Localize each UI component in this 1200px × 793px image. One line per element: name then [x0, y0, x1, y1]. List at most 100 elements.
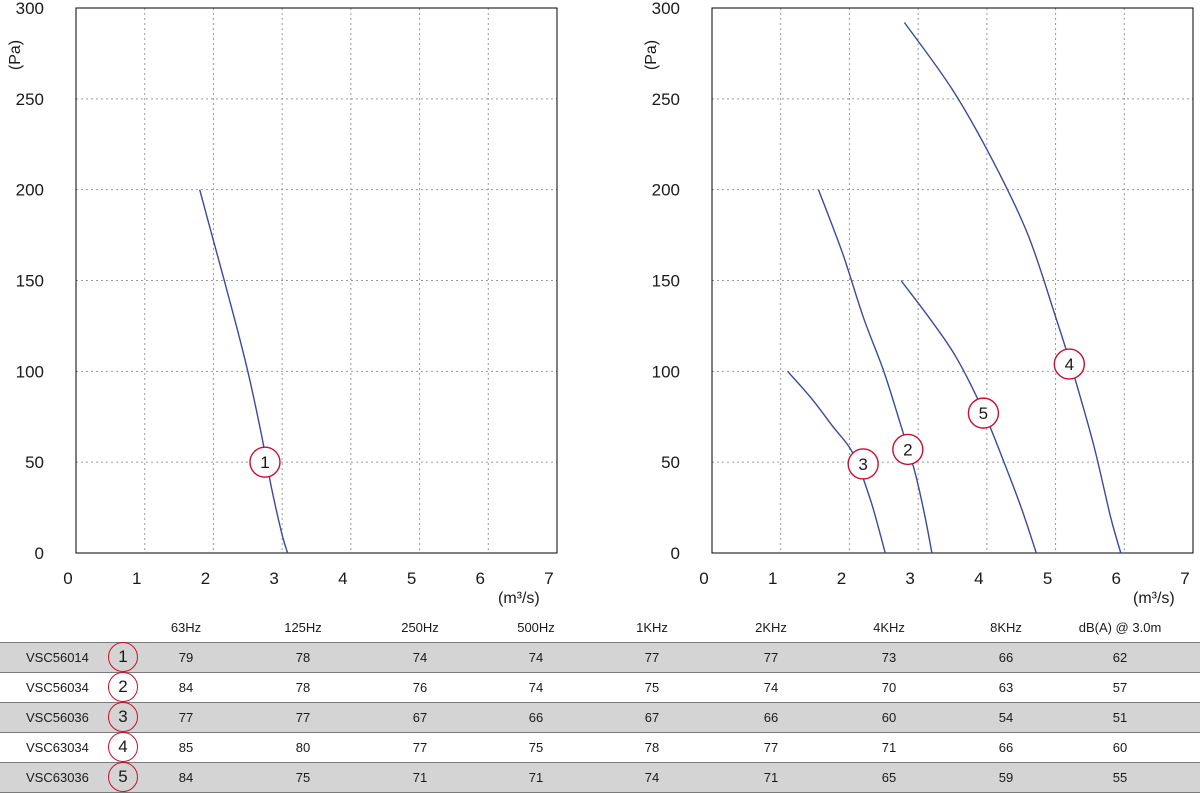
x-tick-label: 7 — [1180, 569, 1189, 588]
table-cell: 80 — [295, 740, 311, 755]
table-cell: 57 — [1112, 680, 1128, 695]
curve-number-badge: 3 — [108, 702, 138, 732]
table-cell: 75 — [528, 740, 544, 755]
table-cell: 77 — [644, 650, 660, 665]
table-cell: 78 — [295, 680, 311, 695]
y-tick-label: 250 — [652, 90, 680, 109]
column-header: 8KHz — [990, 620, 1022, 635]
curve-2 — [817, 189, 933, 554]
table-cell: 77 — [412, 740, 428, 755]
y-tick-label: 50 — [661, 453, 680, 472]
curve-marker-label: 5 — [979, 404, 988, 423]
model-name: VSC56014 — [26, 650, 89, 665]
table-cell: 59 — [998, 770, 1014, 785]
y-tick-label: 200 — [652, 181, 680, 200]
left-chart: 0 1 2 3 4 5 6 7 0 50 100 150 200 250 300 (Pa) (m³/s) 1 — [7, 0, 558, 607]
x-tick-label: 5 — [407, 569, 416, 588]
table-cell: 67 — [644, 710, 660, 725]
curve-marker-4: 4 — [1053, 348, 1086, 380]
x-tick-label: 6 — [476, 569, 485, 588]
curve-number-badge: 2 — [108, 672, 138, 702]
model-name: VSC63036 — [26, 770, 89, 785]
table-body: VSC56014 1 79 78 74 74 77 77 73 66 62 VSC56034 2 84 78… — [0, 642, 1200, 793]
model-name: VSC63034 — [26, 740, 89, 755]
y-tick-label: 0 — [671, 544, 680, 563]
curve-marker-1: 1 — [249, 446, 281, 478]
x-tick-label: 2 — [201, 569, 210, 588]
table-row: VSC63034 4 85 80 77 75 78 77 71 66 60 — [0, 732, 1200, 762]
curve-1 — [199, 189, 289, 554]
column-header: 500Hz — [517, 620, 555, 635]
x-tick-label: 3 — [905, 569, 914, 588]
y-tick-label: 150 — [652, 272, 680, 291]
column-header: 63Hz — [170, 620, 202, 635]
table-cell: 66 — [763, 710, 779, 725]
table-cell: 71 — [528, 770, 544, 785]
x-tick-label: 3 — [269, 569, 278, 588]
table-cell: 73 — [881, 650, 897, 665]
plot-frame — [711, 7, 1194, 554]
column-header: 1KHz — [636, 620, 668, 635]
table-cell: 74 — [528, 680, 544, 695]
y-axis-label: (Pa) — [7, 40, 24, 70]
column-header: 2KHz — [755, 620, 787, 635]
x-tick-label: 6 — [1112, 569, 1121, 588]
column-header: 125Hz — [284, 620, 322, 635]
x-tick-label: 1 — [768, 569, 777, 588]
table-cell: 75 — [295, 770, 311, 785]
curve-marker-label: 2 — [903, 440, 912, 459]
y-axis-label: (Pa) — [643, 40, 660, 70]
table-cell: 71 — [412, 770, 428, 785]
curve-marker-2: 2 — [892, 433, 924, 466]
x-tick-label: 0 — [699, 569, 708, 588]
table-cell: 74 — [763, 680, 779, 695]
curve-number-badge: 4 — [108, 732, 138, 762]
table-cell: 77 — [763, 650, 779, 665]
x-tick-label: 4 — [338, 569, 347, 588]
y-tick-label: 250 — [16, 90, 44, 109]
table-header: 63Hz 125Hz 250Hz 500Hz 1KHz 2KHz 4KHz 8KHz dB(A)… — [0, 612, 1200, 642]
table-cell: 74 — [644, 770, 660, 785]
x-axis-label: (m³/s) — [498, 590, 540, 607]
column-header: 4KHz — [873, 620, 905, 635]
y-tick-label: 200 — [16, 181, 44, 200]
table-row: VSC56036 3 77 77 67 66 67 66 60 54 51 — [0, 702, 1200, 732]
x-tick-label: 7 — [544, 569, 553, 588]
table-cell: 85 — [178, 740, 194, 755]
y-tick-label: 50 — [25, 453, 44, 472]
x-axis-label: (m³/s) — [1133, 590, 1175, 607]
table-cell: 71 — [881, 740, 897, 755]
y-tick-label: 100 — [652, 362, 680, 381]
table-cell: 51 — [1112, 710, 1128, 725]
table-cell: 66 — [998, 740, 1014, 755]
table-cell: 77 — [295, 710, 311, 725]
model-name: VSC56034 — [26, 680, 89, 695]
table-row: VSC56034 2 84 78 76 74 75 74 70 63 57 — [0, 672, 1200, 702]
right-chart: 0 1 2 3 4 5 6 7 0 50 100 150 200 250 300 (Pa) (m³/s) 3 2 5 4 — [643, 0, 1194, 607]
curve-number-badge: 5 — [108, 762, 138, 792]
table-cell: 55 — [1112, 770, 1128, 785]
table-row: VSC56014 1 79 78 74 74 77 77 73 66 62 — [0, 642, 1200, 672]
table-cell: 77 — [178, 710, 194, 725]
table-cell: 76 — [412, 680, 428, 695]
table-cell: 62 — [1112, 650, 1128, 665]
table-cell: 79 — [178, 650, 194, 665]
curve-4 — [903, 22, 1122, 554]
x-tick-label: 1 — [132, 569, 141, 588]
curve-marker-label: 1 — [260, 453, 269, 472]
y-tick-label: 100 — [16, 362, 44, 381]
table-cell: 84 — [178, 680, 194, 695]
column-header: 250Hz — [401, 620, 439, 635]
table-cell: 66 — [528, 710, 544, 725]
x-tick-label: 0 — [63, 569, 72, 588]
curve-marker-5: 5 — [967, 397, 1000, 429]
table-cell: 67 — [412, 710, 428, 725]
table-cell: 74 — [528, 650, 544, 665]
table-cell: 60 — [881, 710, 897, 725]
y-tick-label: 300 — [652, 0, 680, 18]
table-cell: 74 — [412, 650, 428, 665]
x-tick-label: 4 — [974, 569, 983, 588]
y-tick-label: 0 — [35, 544, 44, 563]
noise-table: 63Hz 125Hz 250Hz 500Hz 1KHz 2KHz 4KHz 8KHz dB(A)… — [0, 612, 1200, 793]
